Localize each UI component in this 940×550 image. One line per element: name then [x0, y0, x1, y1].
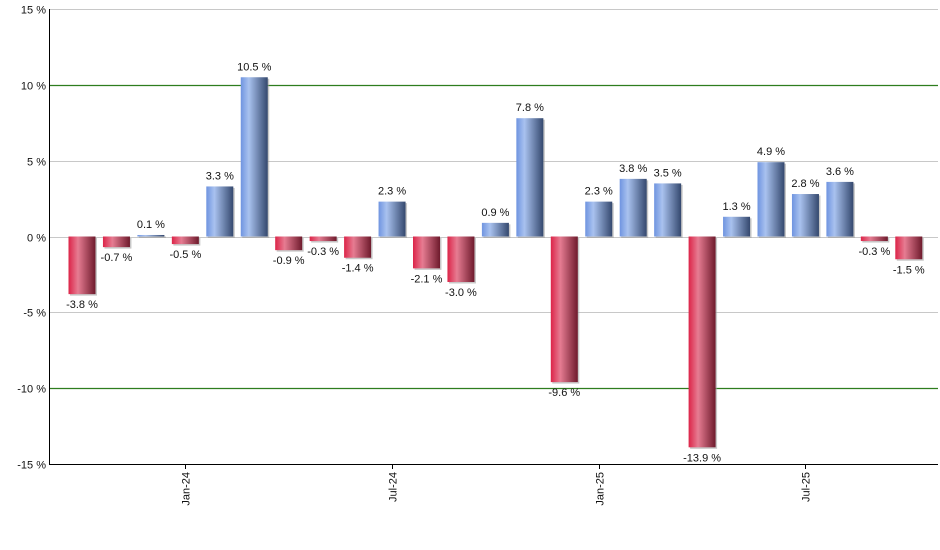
- bar-value-label: 3.6 %: [826, 166, 854, 178]
- y-tick-label: 0 %: [27, 233, 46, 245]
- bar-value-label: -0.5 %: [169, 249, 201, 261]
- negative-bar: [309, 236, 337, 242]
- positive-bar: [654, 183, 682, 237]
- bars: -3.8 % -0.7 % 0.1 % -0.5 % 3.3 % 10.5 % -0.9 %…: [66, 61, 925, 464]
- positive-bar: [619, 178, 647, 237]
- x-tick-label: Jul-24: [388, 472, 400, 502]
- bar-value-label: 2.3 %: [585, 186, 613, 198]
- bar-value-label: -1.5 %: [893, 264, 925, 276]
- x-tick-label: Jan-25: [595, 472, 607, 506]
- negative-bar: [860, 236, 888, 242]
- y-tick-label: 10 %: [21, 81, 46, 93]
- bar-value-label: 0.9 %: [481, 207, 509, 219]
- negative-bar: [275, 236, 303, 251]
- bar-value-label: -0.9 %: [273, 255, 305, 267]
- positive-bar: [516, 118, 544, 237]
- y-tick-label: -10 %: [17, 384, 46, 396]
- bar-value-label: -13.9 %: [683, 452, 721, 464]
- bar-value-label: 0.1 %: [137, 219, 165, 231]
- bar-value-label: 7.8 %: [516, 102, 544, 114]
- bar-value-label: 1.3 %: [722, 201, 750, 213]
- positive-bar: [240, 77, 268, 237]
- positive-bar: [723, 216, 751, 237]
- bar-value-label: -3.0 %: [445, 287, 477, 299]
- bar-value-label: -0.7 %: [101, 252, 133, 264]
- positive-bar: [206, 186, 234, 237]
- negative-bar: [447, 236, 475, 282]
- bar-value-label: 3.3 %: [206, 170, 234, 182]
- bar-value-label: 4.9 %: [757, 146, 785, 158]
- y-tick-label: -15 %: [17, 460, 46, 472]
- negative-bar: [895, 236, 923, 260]
- positive-bar: [137, 234, 165, 237]
- bar-value-label: -0.3 %: [858, 246, 890, 258]
- bar-value-label: -0.3 %: [307, 246, 339, 258]
- positive-bar: [481, 222, 509, 237]
- x-tick-label: Jan-24: [181, 472, 193, 506]
- bar-value-label: -1.4 %: [342, 263, 374, 275]
- x-tick-label: Jul-25: [801, 472, 813, 502]
- bar-value-label: 3.8 %: [619, 163, 647, 175]
- y-tick-label: 5 %: [27, 157, 46, 169]
- axes: 15 % 10 % 5 % 0 % -5 % -10 % -15 % Jan-24 Jul-24…: [17, 5, 938, 506]
- negative-bar: [413, 236, 440, 269]
- y-tick-label: 15 %: [21, 5, 46, 17]
- bar-value-label: -9.6 %: [548, 387, 580, 399]
- negative-bar: [102, 236, 130, 248]
- bar-value-label: 2.8 %: [791, 178, 819, 190]
- bar-value-label: -3.8 %: [66, 299, 98, 311]
- positive-bar: [757, 162, 785, 237]
- bar-value-label: 3.5 %: [654, 167, 682, 179]
- y-tick-label: -5 %: [23, 308, 46, 320]
- positive-bar: [378, 201, 406, 237]
- negative-bar: [550, 236, 578, 383]
- negative-bar: [68, 236, 96, 295]
- positive-bar: [826, 181, 854, 237]
- bar-value-label: -2.1 %: [411, 273, 443, 285]
- negative-bar: [344, 236, 372, 258]
- bar-value-label: 10.5 %: [237, 61, 271, 73]
- positive-bar: [791, 194, 819, 237]
- positive-bar: [585, 201, 613, 237]
- bar-value-label: 2.3 %: [378, 186, 406, 198]
- negative-bar: [688, 236, 716, 448]
- negative-bar: [171, 236, 199, 245]
